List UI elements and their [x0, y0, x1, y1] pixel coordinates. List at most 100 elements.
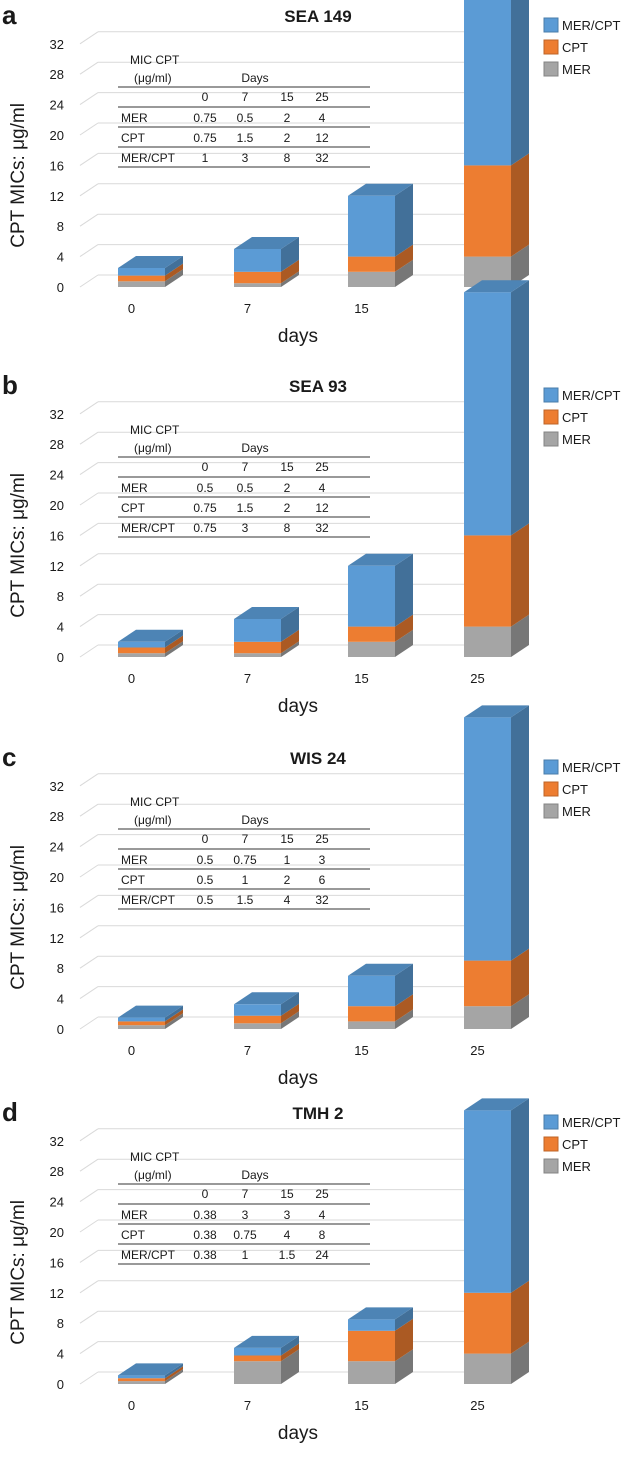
bar-top — [118, 1005, 183, 1018]
table-header-days: Days — [241, 441, 268, 455]
bar-cpt-7 — [234, 271, 281, 284]
y-tick-label: 4 — [57, 992, 64, 1007]
table-cell: 0.5 — [197, 893, 214, 907]
y-tick-label: 24 — [50, 98, 64, 113]
bar-side — [511, 280, 529, 536]
y-tick-label: 0 — [57, 1022, 64, 1037]
legend-label: MER — [562, 432, 591, 447]
legend-label: CPT — [562, 410, 588, 425]
chart-title: WIS 24 — [290, 749, 346, 768]
table-col-header: 15 — [280, 832, 294, 846]
legend-swatch-mer-cpt — [543, 387, 559, 403]
bar-stack-15 — [348, 963, 413, 1029]
bar-side — [165, 635, 183, 654]
table-cell: 4 — [284, 893, 291, 907]
x-tick-label: 15 — [354, 1398, 368, 1413]
table-cell: 2 — [284, 501, 291, 515]
bar-stack-15 — [348, 183, 413, 287]
table-col-header: 25 — [315, 460, 329, 474]
bar-mer-cpt-25 — [464, 717, 511, 961]
legend-swatch-mer — [543, 1158, 559, 1174]
bar-mer-7 — [234, 283, 281, 287]
y-tick-label: 16 — [50, 900, 64, 915]
bar-mer-cpt-0 — [118, 1375, 165, 1379]
y-tick-label: 20 — [50, 870, 64, 885]
bar-side — [395, 1009, 413, 1029]
table-cell: 6 — [319, 873, 326, 887]
bar-top — [348, 553, 413, 566]
bar-cpt-25 — [464, 165, 511, 257]
table-cell: 2 — [284, 131, 291, 145]
y-tick-label: 8 — [57, 219, 64, 234]
table-cell: 32 — [315, 893, 329, 907]
mic-table: MIC CPT (μg/ml) Days 0 7 15 25 MER 0.75 0.5 2 4 CPT 0… — [118, 53, 370, 168]
y-tick-label: 28 — [50, 1164, 64, 1179]
bar-mer-cpt-25 — [464, 0, 511, 166]
table-col-header: 15 — [280, 90, 294, 104]
gridline-depth — [79, 492, 99, 506]
chart-title: SEA 149 — [284, 7, 351, 26]
table-cell: 4 — [319, 1208, 326, 1222]
legend-label: MER/CPT — [562, 760, 621, 775]
bar-side — [395, 1307, 413, 1331]
table-col-header: 7 — [242, 460, 249, 474]
table-cell: 1.5 — [279, 1248, 296, 1262]
bar-mer-cpt-7 — [234, 1347, 281, 1356]
x-tick-label: 0 — [128, 1043, 135, 1058]
bar-mer-cpt-0 — [118, 1017, 165, 1022]
table-header-mic: MIC CPT — [130, 423, 180, 437]
legend-swatch-mer-cpt — [543, 17, 559, 33]
table-col-header: 0 — [202, 90, 209, 104]
panel-letter: d — [2, 1097, 18, 1127]
bar-top — [118, 256, 183, 268]
bar-side — [395, 244, 413, 272]
gridline-depth — [79, 614, 99, 628]
table-header-days: Days — [241, 71, 268, 85]
bar-side — [395, 259, 413, 287]
table-header-mic: MIC CPT — [130, 795, 180, 809]
y-tick-label: 4 — [57, 620, 64, 635]
table-col-header: 0 — [202, 460, 209, 474]
table-cell: 12 — [315, 131, 329, 145]
bar-side — [395, 553, 413, 627]
table-header-unit: (μg/ml) — [134, 1168, 172, 1182]
bar-stack-7 — [234, 992, 299, 1029]
bar-top — [234, 992, 299, 1005]
y-tick-label: 28 — [50, 67, 64, 82]
table-cell: 0.75 — [193, 111, 217, 125]
y-tick-label: 28 — [50, 437, 64, 452]
y-tick-label: 32 — [50, 1134, 64, 1149]
bar-side — [165, 1363, 183, 1379]
bar-top — [234, 237, 299, 249]
table-header-mic: MIC CPT — [130, 53, 180, 67]
table-col-header: 25 — [315, 90, 329, 104]
bar-cpt-25 — [464, 960, 511, 1007]
bar-side — [511, 948, 529, 1007]
bar-cpt-25 — [464, 535, 511, 627]
chart-title: TMH 2 — [293, 1104, 344, 1123]
bar-stack-0 — [118, 1363, 183, 1384]
bar-stack-25 — [464, 0, 529, 287]
bar-side — [395, 614, 413, 642]
table-cell: 24 — [315, 1248, 329, 1262]
bar-top — [464, 1098, 529, 1111]
table-header-days: Days — [241, 813, 268, 827]
y-tick-label: 4 — [57, 1347, 64, 1362]
bar-side — [395, 629, 413, 657]
bar-cpt-25 — [464, 1292, 511, 1354]
bar-side — [165, 629, 183, 648]
legend: MER/CPT CPT MER — [543, 1114, 621, 1174]
bar-mer-cpt-0 — [118, 641, 165, 648]
bar-cpt-7 — [234, 1355, 281, 1362]
gridline-depth — [79, 152, 99, 166]
legend-label: MER — [562, 62, 591, 77]
y-axis-label: CPT MICs: μg/ml — [8, 1200, 29, 1345]
gridline-depth — [79, 244, 99, 258]
y-tick-label: 12 — [50, 931, 64, 946]
y-tick-label: 12 — [50, 1286, 64, 1301]
gridline-depth — [79, 894, 99, 908]
gridline-depth — [79, 183, 99, 197]
table-cell: 12 — [315, 501, 329, 515]
bar-top — [464, 280, 529, 293]
